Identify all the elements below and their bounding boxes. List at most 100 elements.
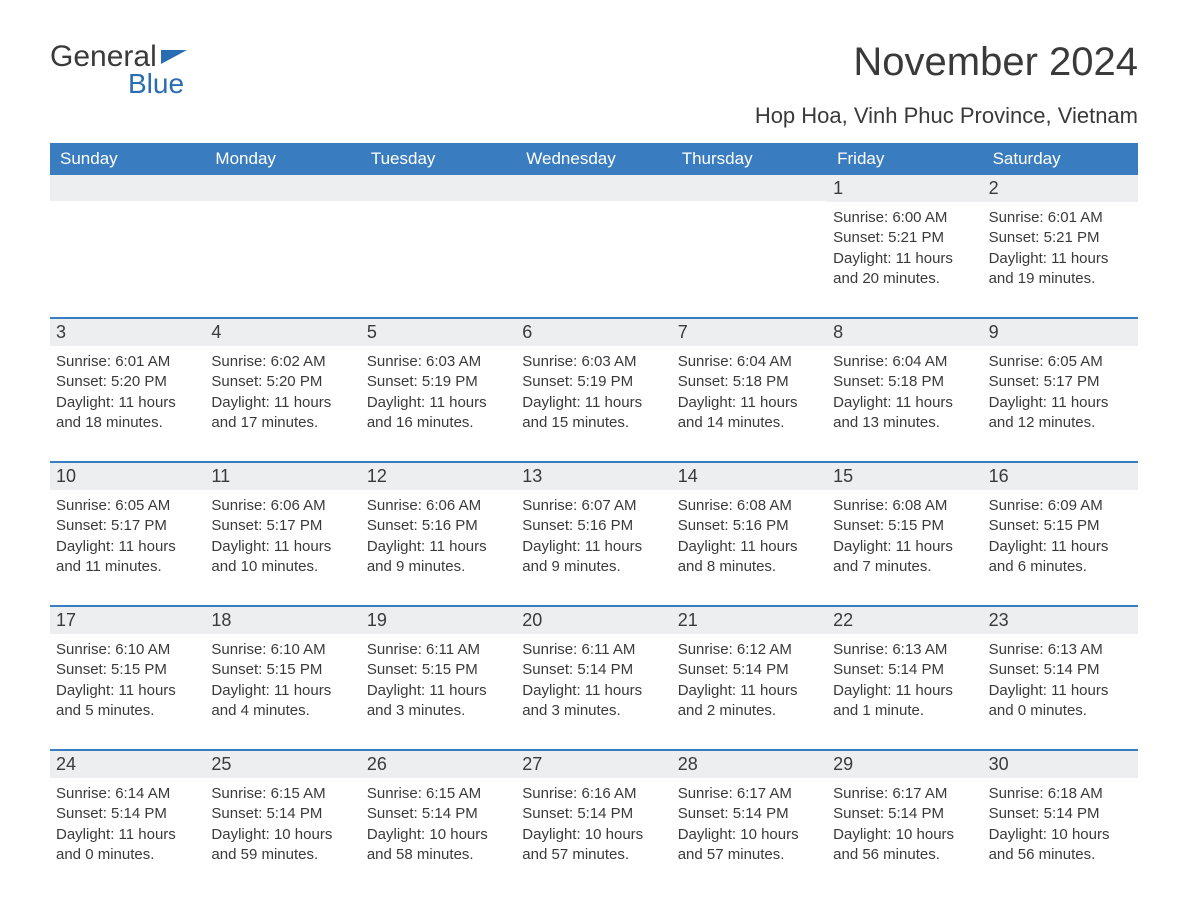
daylight-text: Daylight: 11 hours and 1 minute.	[833, 681, 976, 722]
day-number	[205, 175, 360, 201]
day-info: Sunrise: 6:04 AMSunset: 5:18 PMDaylight:…	[678, 352, 821, 433]
day-cell: 28 Sunrise: 6:17 AMSunset: 5:14 PMDayligh…	[672, 751, 827, 875]
day-number: 5	[361, 319, 516, 346]
sunset-text: Sunset: 5:14 PM	[522, 804, 665, 824]
day-number: 1	[827, 175, 982, 202]
daylight-text: Daylight: 11 hours and 4 minutes.	[211, 681, 354, 722]
day-info: Sunrise: 6:08 AMSunset: 5:16 PMDaylight:…	[678, 496, 821, 577]
daylight-text: Daylight: 11 hours and 3 minutes.	[522, 681, 665, 722]
day-number: 23	[983, 607, 1138, 634]
sunset-text: Sunset: 5:16 PM	[367, 516, 510, 536]
week-row: 3Sunrise: 6:01 AMSunset: 5:20 PMDaylight…	[50, 317, 1138, 443]
sunrise-text: Sunrise: 6:03 AM	[367, 352, 510, 372]
day-number: 24	[50, 751, 205, 778]
sunset-text: Sunset: 5:20 PM	[211, 372, 354, 392]
day-number: 10	[50, 463, 205, 490]
daylight-text: Daylight: 11 hours and 9 minutes.	[367, 537, 510, 578]
week-row: 10Sunrise: 6:05 AMSunset: 5:17 PMDayligh…	[50, 461, 1138, 587]
sunset-text: Sunset: 5:14 PM	[56, 804, 199, 824]
day-cell: 9Sunrise: 6:05 AMSunset: 5:17 PMDaylight…	[983, 319, 1138, 443]
day-info: Sunrise: 6:01 AMSunset: 5:20 PMDaylight:…	[56, 352, 199, 433]
daylight-text: Daylight: 10 hours and 57 minutes.	[678, 825, 821, 866]
day-header: Thursday	[672, 143, 827, 175]
daylight-text: Daylight: 11 hours and 15 minutes.	[522, 393, 665, 434]
day-number: 11	[205, 463, 360, 490]
sunset-text: Sunset: 5:14 PM	[678, 804, 821, 824]
logo-text-2: Blue	[128, 68, 184, 100]
daylight-text: Daylight: 11 hours and 6 minutes.	[989, 537, 1132, 578]
sunset-text: Sunset: 5:15 PM	[211, 660, 354, 680]
daylight-text: Daylight: 10 hours and 56 minutes.	[833, 825, 976, 866]
day-info: Sunrise: 6:14 AMSunset: 5:14 PMDaylight:…	[56, 784, 199, 865]
sunset-text: Sunset: 5:15 PM	[833, 516, 976, 536]
day-number: 4	[205, 319, 360, 346]
daylight-text: Daylight: 11 hours and 5 minutes.	[56, 681, 199, 722]
day-info: Sunrise: 6:12 AMSunset: 5:14 PMDaylight:…	[678, 640, 821, 721]
day-number: 15	[827, 463, 982, 490]
day-cell	[361, 175, 516, 299]
day-info: Sunrise: 6:15 AMSunset: 5:14 PMDaylight:…	[367, 784, 510, 865]
week-row: 17Sunrise: 6:10 AMSunset: 5:15 PMDayligh…	[50, 605, 1138, 731]
day-cell: 30Sunrise: 6:18 AMSunset: 5:14 PMDayligh…	[983, 751, 1138, 875]
day-number: 26	[361, 751, 516, 778]
day-number: 13	[516, 463, 671, 490]
day-number	[50, 175, 205, 201]
day-info: Sunrise: 6:13 AMSunset: 5:14 PMDaylight:…	[989, 640, 1132, 721]
weeks-container: 1Sunrise: 6:00 AMSunset: 5:21 PMDaylight…	[50, 175, 1138, 875]
sunrise-text: Sunrise: 6:09 AM	[989, 496, 1132, 516]
day-number: 3	[50, 319, 205, 346]
day-cell: 8Sunrise: 6:04 AMSunset: 5:18 PMDaylight…	[827, 319, 982, 443]
day-cell: 22Sunrise: 6:13 AMSunset: 5:14 PMDayligh…	[827, 607, 982, 731]
sunset-text: Sunset: 5:14 PM	[367, 804, 510, 824]
sunset-text: Sunset: 5:14 PM	[833, 804, 976, 824]
sunset-text: Sunset: 5:15 PM	[367, 660, 510, 680]
day-number: 2	[983, 175, 1138, 202]
sunset-text: Sunset: 5:14 PM	[678, 660, 821, 680]
sunrise-text: Sunrise: 6:11 AM	[522, 640, 665, 660]
daylight-text: Daylight: 11 hours and 7 minutes.	[833, 537, 976, 578]
day-info: Sunrise: 6:17 AMSunset: 5:14 PMDaylight:…	[678, 784, 821, 865]
day-header: Tuesday	[361, 143, 516, 175]
day-cell: 5Sunrise: 6:03 AMSunset: 5:19 PMDaylight…	[361, 319, 516, 443]
day-cell: 16Sunrise: 6:09 AMSunset: 5:15 PMDayligh…	[983, 463, 1138, 587]
day-info: Sunrise: 6:05 AMSunset: 5:17 PMDaylight:…	[56, 496, 199, 577]
day-cell: 20Sunrise: 6:11 AMSunset: 5:14 PMDayligh…	[516, 607, 671, 731]
sunset-text: Sunset: 5:20 PM	[56, 372, 199, 392]
day-cell: 1Sunrise: 6:00 AMSunset: 5:21 PMDaylight…	[827, 175, 982, 299]
day-header: Friday	[827, 143, 982, 175]
day-number	[361, 175, 516, 201]
sunset-text: Sunset: 5:17 PM	[56, 516, 199, 536]
daylight-text: Daylight: 11 hours and 18 minutes.	[56, 393, 199, 434]
day-number: 28	[672, 751, 827, 778]
day-number: 21	[672, 607, 827, 634]
sunset-text: Sunset: 5:14 PM	[989, 804, 1132, 824]
sunset-text: Sunset: 5:16 PM	[678, 516, 821, 536]
day-header: Monday	[205, 143, 360, 175]
day-info: Sunrise: 6:06 AMSunset: 5:16 PMDaylight:…	[367, 496, 510, 577]
day-info: Sunrise: 6:08 AMSunset: 5:15 PMDaylight:…	[833, 496, 976, 577]
daylight-text: Daylight: 11 hours and 16 minutes.	[367, 393, 510, 434]
day-cell: 12Sunrise: 6:06 AMSunset: 5:16 PMDayligh…	[361, 463, 516, 587]
day-number: 8	[827, 319, 982, 346]
day-info: Sunrise: 6:09 AMSunset: 5:15 PMDaylight:…	[989, 496, 1132, 577]
sunrise-text: Sunrise: 6:14 AM	[56, 784, 199, 804]
day-number: 18	[205, 607, 360, 634]
day-cell: 11Sunrise: 6:06 AMSunset: 5:17 PMDayligh…	[205, 463, 360, 587]
sunrise-text: Sunrise: 6:04 AM	[678, 352, 821, 372]
day-cell: 7 Sunrise: 6:04 AMSunset: 5:18 PMDaylight…	[672, 319, 827, 443]
day-number	[672, 175, 827, 201]
sunrise-text: Sunrise: 6:02 AM	[211, 352, 354, 372]
week-row: 24Sunrise: 6:14 AMSunset: 5:14 PMDayligh…	[50, 749, 1138, 875]
day-cell: 27Sunrise: 6:16 AMSunset: 5:14 PMDayligh…	[516, 751, 671, 875]
sunrise-text: Sunrise: 6:17 AM	[678, 784, 821, 804]
day-cell	[205, 175, 360, 299]
day-number: 7	[672, 319, 827, 346]
sunrise-text: Sunrise: 6:05 AM	[56, 496, 199, 516]
sunrise-text: Sunrise: 6:18 AM	[989, 784, 1132, 804]
day-info: Sunrise: 6:15 AMSunset: 5:14 PMDaylight:…	[211, 784, 354, 865]
daylight-text: Daylight: 10 hours and 59 minutes.	[211, 825, 354, 866]
daylight-text: Daylight: 11 hours and 2 minutes.	[678, 681, 821, 722]
day-number: 20	[516, 607, 671, 634]
sunrise-text: Sunrise: 6:01 AM	[56, 352, 199, 372]
day-cell: 14Sunrise: 6:08 AMSunset: 5:16 PMDayligh…	[672, 463, 827, 587]
